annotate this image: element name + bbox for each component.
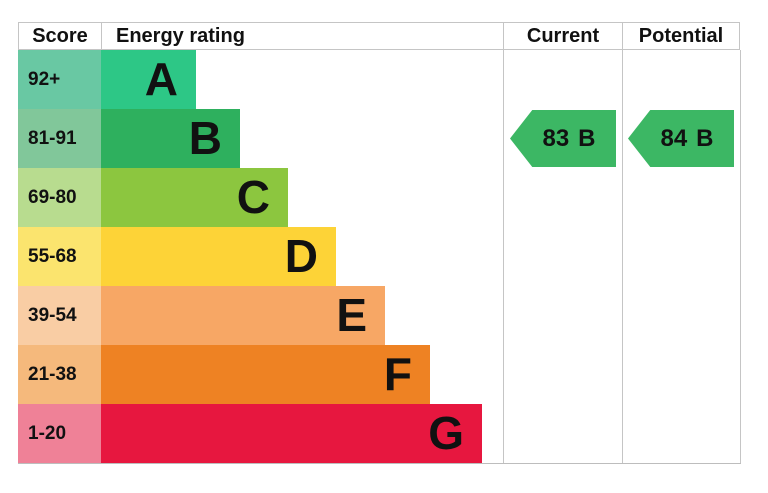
current-rating-arrow: 83 B (510, 110, 616, 167)
band-row-e: 39-54 E (18, 286, 740, 345)
current-rating-band: B (578, 124, 596, 152)
band-bar: E (101, 286, 385, 345)
potential-rating-value: 84 (660, 124, 688, 152)
band-bar: C (101, 168, 288, 227)
band-letter: B (188, 112, 222, 164)
score-range-cell: 1-20 (18, 404, 101, 463)
current-rating-value: 83 (542, 124, 570, 152)
header-potential: Potential (622, 23, 740, 49)
band-letter: E (336, 289, 367, 341)
potential-rating-band: B (696, 124, 714, 152)
header-energy-rating: Energy rating (101, 23, 503, 49)
band-bar: A (101, 50, 196, 109)
band-letter: F (383, 348, 412, 400)
band-bar: B (101, 109, 240, 168)
band-letter: A (144, 53, 178, 105)
table-bottom-border (18, 463, 741, 464)
band-letter: C (236, 171, 270, 223)
score-range-cell: 39-54 (18, 286, 101, 345)
score-range-cell: 92+ (18, 50, 101, 109)
potential-rating-arrow: 84 B (628, 110, 734, 167)
band-row-c: 69-80 C (18, 168, 740, 227)
column-divider-current-potential (622, 50, 623, 464)
band-letter: G (428, 407, 464, 459)
band-letter: D (284, 230, 318, 282)
column-divider-energy-current (503, 50, 504, 464)
band-row-a: 92+ A (18, 50, 740, 109)
band-bar: G (101, 404, 482, 463)
band-bar: F (101, 345, 430, 404)
band-row-g: 1-20 G (18, 404, 740, 463)
header-current: Current (503, 23, 622, 49)
score-range-cell: 55-68 (18, 227, 101, 286)
score-range-cell: 21-38 (18, 345, 101, 404)
band-bar: D (101, 227, 336, 286)
table-right-border (740, 50, 741, 464)
score-range-cell: 81-91 (18, 109, 101, 168)
band-row-f: 21-38 F (18, 345, 740, 404)
band-row-b: 81-91 B (18, 109, 740, 168)
score-range-cell: 69-80 (18, 168, 101, 227)
band-row-d: 55-68 D (18, 227, 740, 286)
band-rows: 92+ A 81-91 B 69-80 C 55-68 D 39-54 E 21… (18, 50, 740, 463)
chart-header-row: Score Energy rating Current Potential (18, 22, 740, 50)
header-score: Score (18, 23, 101, 49)
